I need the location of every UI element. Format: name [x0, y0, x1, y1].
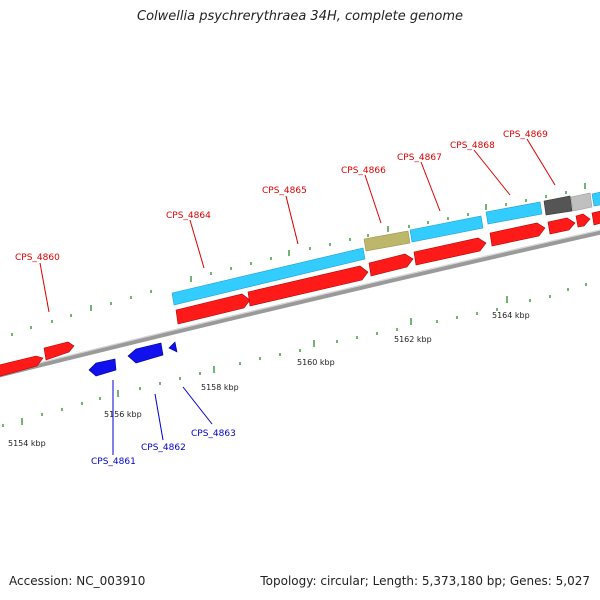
forward-gene-track [0, 210, 600, 377]
genome-summary-text: Topology: circular; Length: 5,373,180 bp… [260, 574, 590, 588]
gene-label-cps-4862[interactable]: CPS_4862 [141, 443, 186, 453]
lower-tick-row [2, 283, 587, 427]
cds-bar[interactable] [171, 247, 366, 306]
gene-arrow-forward[interactable] [247, 265, 369, 307]
gene-arrow-forward[interactable] [489, 222, 546, 247]
feature-bar-light[interactable] [570, 192, 593, 212]
gene-arrow-forward[interactable] [591, 210, 600, 226]
feature-bar-olive[interactable] [363, 230, 411, 252]
gene-label-cps-4860[interactable]: CPS_4860 [15, 253, 60, 263]
gene-label-cps-4869[interactable]: CPS_4869 [503, 130, 548, 140]
reverse-gene-track [88, 341, 178, 377]
scale-label-5162: 5162 kbp [394, 335, 432, 344]
genome-backbone-highlight [0, 229, 600, 374]
upper-tick-row [11, 183, 586, 336]
gene-label-cps-4861[interactable]: CPS_4861 [91, 457, 136, 467]
scale-label-5154: 5154 kbp [8, 439, 46, 448]
gene-label-cps-4867[interactable]: CPS_4867 [397, 153, 442, 163]
accession-text: Accession: NC_003910 [9, 574, 146, 588]
gene-arrow-forward[interactable] [413, 237, 487, 266]
gene-arrow-forward[interactable] [175, 293, 251, 325]
gene-arrow-reverse[interactable] [168, 341, 178, 353]
gene-label-cps-4866[interactable]: CPS_4866 [341, 166, 386, 176]
map-title: Colwellia psychrerythraea 34H, complete … [137, 9, 463, 24]
genome-backbone [0, 229, 600, 378]
scale-label-5158: 5158 kbp [201, 383, 239, 392]
gene-arrow-forward[interactable] [368, 253, 414, 277]
gene-arrow-reverse[interactable] [88, 358, 117, 377]
gene-label-cps-4865[interactable]: CPS_4865 [262, 186, 307, 196]
scale-label-5160: 5160 kbp [297, 358, 335, 367]
scale-label-5164: 5164 kbp [492, 311, 530, 320]
gene-arrow-forward[interactable] [0, 355, 44, 377]
gene-arrow-reverse[interactable] [127, 342, 164, 364]
cds-bar[interactable] [409, 215, 484, 243]
gene-label-cps-4868[interactable]: CPS_4868 [450, 141, 495, 151]
cds-track [171, 191, 600, 306]
scale-label-5156: 5156 kbp [104, 410, 142, 419]
cds-bar[interactable] [485, 201, 543, 225]
feature-bar-dark[interactable] [543, 195, 573, 216]
reverse-gene-labels [112, 380, 213, 455]
gene-arrow-forward[interactable] [547, 217, 576, 235]
gene-label-cps-4864[interactable]: CPS_4864 [166, 211, 211, 221]
forward-gene-labels [39, 138, 556, 313]
gene-arrow-forward[interactable] [43, 341, 75, 361]
gene-arrow-forward[interactable] [575, 213, 591, 228]
cds-bar[interactable] [591, 191, 600, 207]
gene-label-cps-4863[interactable]: CPS_4863 [191, 429, 236, 439]
